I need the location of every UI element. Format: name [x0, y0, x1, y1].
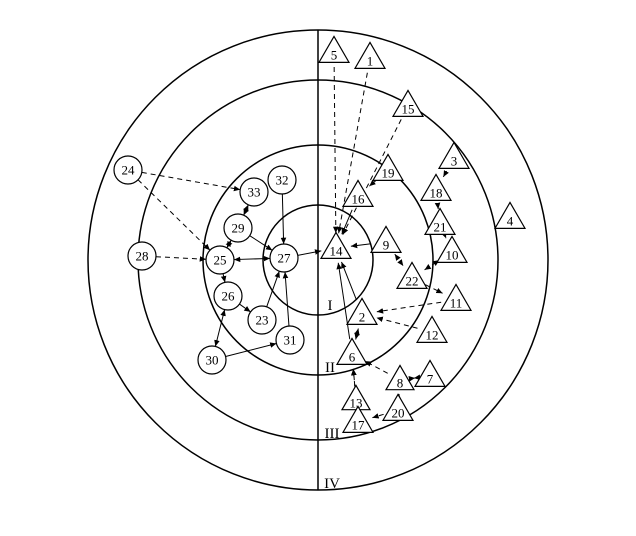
node-label: 22: [406, 274, 419, 289]
circle-node: 29: [224, 214, 252, 242]
edge: [239, 304, 250, 312]
node-label: 18: [430, 186, 443, 201]
edge: [138, 180, 210, 250]
circle-node: 24: [114, 156, 142, 184]
network-diagram: 1515319181642191014221121267813201724323…: [0, 0, 636, 536]
node-label: 9: [383, 238, 390, 253]
node-label: 21: [434, 220, 447, 235]
edge: [365, 361, 388, 373]
edge: [395, 254, 403, 266]
edge: [372, 414, 383, 417]
node-label: 28: [136, 249, 149, 264]
ring-label: I: [328, 298, 333, 314]
triangle-node: 10: [437, 236, 467, 262]
node-label: 1: [367, 54, 374, 69]
edge: [351, 244, 371, 246]
node-label: 14: [330, 244, 344, 259]
triangle-node: 18: [421, 174, 451, 200]
triangle-node: 5: [319, 36, 349, 62]
node-label: 16: [352, 192, 366, 207]
triangle-node: 17: [343, 406, 373, 432]
node-label: 24: [122, 163, 136, 178]
node-label: 32: [276, 173, 289, 188]
circle-node: 28: [128, 242, 156, 270]
triangle-node: 6: [337, 338, 367, 364]
triangle-node: 20: [383, 394, 413, 420]
edge: [339, 73, 368, 233]
triangle-node: 12: [417, 316, 447, 342]
node-label: 7: [427, 372, 434, 387]
triangle-node: 9: [371, 226, 401, 252]
circle-node: 25: [206, 246, 234, 274]
triangle-node: 22: [397, 262, 427, 288]
edge: [227, 240, 231, 248]
triangle-node: 2: [347, 298, 377, 324]
node-label: 25: [214, 253, 227, 268]
triangle-node: 21: [425, 208, 455, 234]
node-label: 6: [349, 350, 356, 365]
edge: [244, 205, 249, 215]
edge: [267, 271, 280, 307]
triangle-node: 15: [393, 90, 423, 116]
circle-node: 30: [198, 346, 226, 374]
node-label: 27: [278, 251, 292, 266]
edge: [156, 257, 206, 260]
node-label: 2: [359, 310, 366, 325]
node-label: 11: [450, 296, 463, 311]
edge: [338, 263, 350, 339]
node-label: 20: [392, 406, 405, 421]
edge: [234, 258, 270, 259]
node-label: 4: [507, 214, 514, 229]
edge: [356, 329, 359, 340]
node-label: 23: [256, 313, 269, 328]
circle-node: 32: [268, 166, 296, 194]
triangle-node: 11: [441, 284, 471, 310]
node-label: 12: [426, 328, 439, 343]
edge: [226, 343, 277, 356]
edge: [223, 274, 225, 283]
node-label: 10: [446, 248, 459, 263]
triangle-node: 14: [321, 232, 351, 258]
node-label: 29: [232, 221, 245, 236]
node-label: 8: [397, 376, 404, 391]
node-label: 15: [402, 102, 415, 117]
edge: [341, 262, 356, 300]
node-label: 5: [331, 48, 338, 63]
circle-node: 27: [270, 244, 298, 272]
ring-label: IV: [324, 476, 340, 492]
circle-node: 31: [276, 326, 304, 354]
edge: [285, 272, 289, 326]
edge: [443, 171, 446, 177]
node-label: 31: [284, 333, 297, 348]
node-label: 19: [382, 166, 395, 181]
ring-label: II: [325, 360, 335, 376]
triangle-node: 4: [495, 202, 525, 228]
ring-label: III: [325, 426, 340, 442]
edge: [250, 236, 273, 251]
edge: [377, 302, 441, 312]
triangle-node: 19: [373, 154, 403, 180]
triangle-node: 1: [355, 42, 385, 68]
circle-node: 33: [240, 178, 268, 206]
node-label: 30: [206, 353, 219, 368]
node-label: 33: [248, 185, 261, 200]
node-label: 3: [451, 154, 458, 169]
triangle-node: 8: [386, 365, 414, 390]
node-label: 26: [222, 289, 236, 304]
triangle-node: 7: [415, 360, 445, 386]
edge: [282, 194, 283, 244]
node-label: 17: [352, 418, 366, 433]
node-label: 13: [350, 396, 363, 411]
triangle-node: 13: [342, 385, 370, 410]
circle-node: 23: [248, 306, 276, 334]
circle-node: 26: [214, 282, 242, 310]
